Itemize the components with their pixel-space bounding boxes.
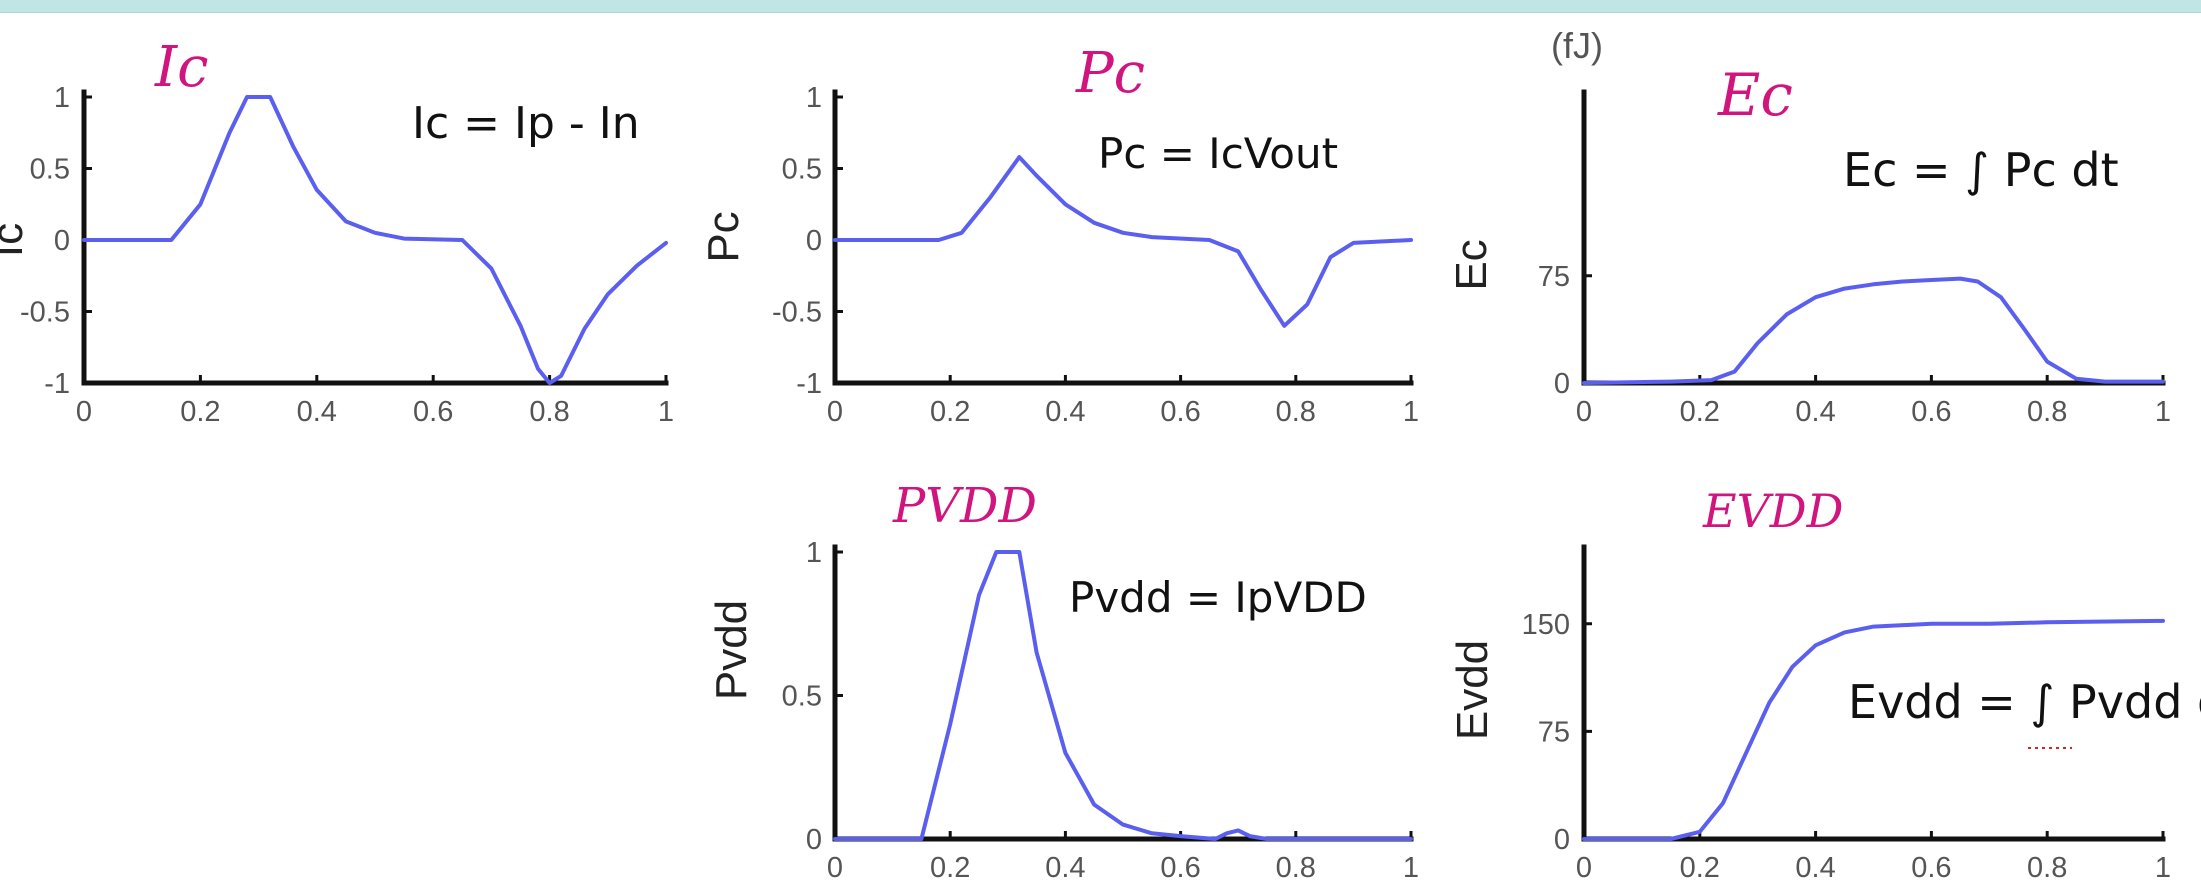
handwritten-title-pvdd: PVDD: [892, 478, 1037, 534]
y-tick-label: 0.5: [30, 154, 70, 186]
y-tick-label: -1: [44, 368, 70, 400]
x-tick-label: 0.2: [1680, 396, 1720, 428]
annotation-pvdd: Pvdd = IpVDD: [1069, 573, 1367, 622]
y-tick-label: 1: [806, 82, 822, 114]
x-tick-label: 0.2: [180, 396, 220, 428]
series-line: [833, 550, 1413, 841]
chart-pc: Pc Pc = IcVout Pc 0 0.2 0.4 0.6 0.8 1 1 0.5 0 -0.…: [699, 41, 1419, 428]
y-tick-label: 150: [1522, 609, 1570, 641]
y-tick-label: -0.5: [20, 297, 70, 329]
x-tick-label: 1: [1403, 396, 1419, 428]
x-tick-label: 0.8: [529, 396, 569, 428]
x-tick-label: 1: [1403, 852, 1419, 884]
x-tick-label: 1: [2155, 396, 2171, 428]
y-tick-label: 0.5: [782, 681, 822, 713]
y-tick-label: -0.5: [772, 297, 822, 329]
handwritten-title-pc: Pc: [1075, 41, 1145, 106]
x-tick-label: 0.6: [1911, 852, 1951, 884]
annotation-ic: Ic = Ip - In: [412, 98, 640, 149]
x-tick-label: 0.6: [1160, 852, 1200, 884]
x-tick-label: 0.6: [1160, 396, 1200, 428]
chart-pvdd: PVDD Pvdd = IpVDD Pvdd 0 0.2 0.4 0.6 0.8 1 1 0.…: [707, 478, 1419, 884]
x-tick-label: 0.2: [930, 852, 970, 884]
series-line: [82, 95, 668, 385]
handwritten-title-ic: Ic: [154, 35, 208, 100]
y-tick-label: 75: [1538, 261, 1570, 293]
annotation-pc: Pc = IcVout: [1098, 129, 1338, 178]
y-label-pc: Pc: [699, 211, 748, 262]
series-line: [1582, 276, 2165, 385]
x-tick-label: 0.6: [413, 396, 453, 428]
y-tick-label: 0: [1554, 824, 1570, 856]
x-tick-label: 0: [827, 852, 843, 884]
handwritten-title-evdd: EVDD: [1702, 484, 1844, 538]
x-tick-label: 0.4: [1795, 852, 1835, 884]
x-tick-label: 0: [76, 396, 92, 428]
x-tick-label: 0.4: [1795, 396, 1835, 428]
x-tick-label: 0.2: [1680, 852, 1720, 884]
x-tick-label: 0.8: [2027, 852, 2067, 884]
x-tick-label: 0.4: [1045, 396, 1085, 428]
y-tick-label: -1: [796, 368, 822, 400]
x-tick-label: 0.4: [1045, 852, 1085, 884]
annotation-evdd: Evdd = ∫ Pvdd dt: [1848, 675, 2201, 729]
top-band: [0, 0, 2201, 13]
unit-label-ec: (fJ): [1551, 25, 1603, 66]
y-tick-label: 75: [1538, 716, 1570, 748]
x-tick-label: 0.8: [1276, 396, 1316, 428]
x-tick-label: 1: [658, 396, 674, 428]
y-tick-label: 1: [54, 82, 70, 114]
annotation-ec: Ec = ∫ Pc dt: [1843, 143, 2119, 197]
handwritten-title-ec: Ec: [1717, 61, 1793, 129]
y-tick-label: 0.5: [782, 154, 822, 186]
x-tick-label: 0: [827, 396, 843, 428]
x-tick-label: 0: [1576, 852, 1592, 884]
y-tick-label: 0: [1554, 368, 1570, 400]
x-tick-label: 0.8: [1276, 852, 1316, 884]
x-tick-label: 1: [2155, 852, 2171, 884]
x-tick-label: 0.4: [297, 396, 337, 428]
y-label-ic: Ic: [0, 223, 32, 257]
y-tick-label: 0: [54, 225, 70, 257]
y-tick-label: 0: [806, 824, 822, 856]
y-tick-label: 0: [806, 225, 822, 257]
chart-evdd: EVDD Evdd = ∫ Pvdd dt Evdd 0 0.2 0.4 0.6 0.8…: [1448, 484, 2201, 884]
series-line: [833, 155, 1413, 328]
x-tick-label: 0.8: [2027, 396, 2067, 428]
x-tick-label: 0.6: [1911, 396, 1951, 428]
y-tick-label: 1: [806, 537, 822, 569]
x-tick-label: 0.2: [930, 396, 970, 428]
y-label-evdd: Evdd: [1448, 640, 1497, 740]
chart-ic: Ic Ic = Ip - In Ic 0 0.2 0.4 0.6 0.8 1 1 0.5 0 -0…: [0, 35, 674, 428]
y-label-pvdd: Pvdd: [707, 600, 756, 700]
series-line: [1582, 618, 2165, 841]
x-tick-label: 0: [1576, 396, 1592, 428]
y-label-ec: Ec: [1447, 239, 1496, 290]
chart-ec: (fJ) Ec Ec = ∫ Pc dt Ec 0 0.2 0.4 0.6 0.8 1 75…: [1447, 25, 2171, 428]
